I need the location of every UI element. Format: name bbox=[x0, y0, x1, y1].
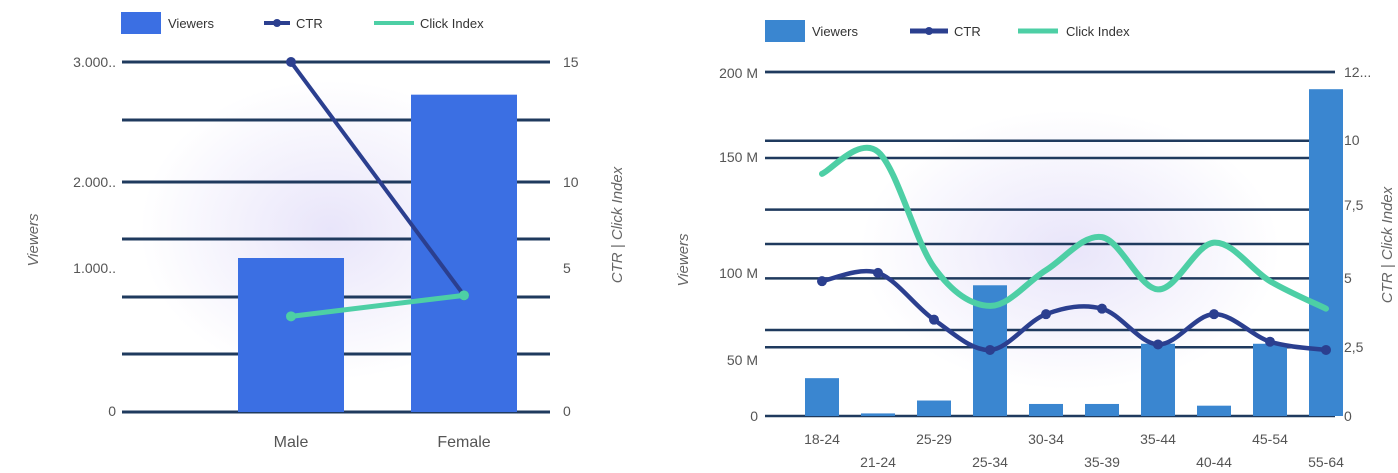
legend-swatch-viewers bbox=[765, 20, 805, 42]
legend-label-viewers: Viewers bbox=[812, 24, 859, 39]
x-tick-label: 40-44 bbox=[1196, 454, 1232, 470]
y2-tick-label: 0 bbox=[563, 403, 571, 419]
bar-viewers bbox=[1141, 343, 1175, 416]
legend-swatch-viewers bbox=[121, 12, 161, 34]
y-tick-label: 0 bbox=[108, 403, 116, 419]
y2-tick-label: 10 bbox=[563, 174, 579, 190]
legend-label-viewers: Viewers bbox=[168, 16, 215, 31]
bar-viewers bbox=[1029, 403, 1063, 416]
legend-label-ctr: CTR bbox=[296, 16, 323, 31]
y-axis-title: Viewers bbox=[25, 213, 42, 267]
y2-tick-label: 5 bbox=[563, 260, 571, 276]
bar-viewers bbox=[861, 413, 895, 416]
bar-viewers bbox=[411, 94, 517, 413]
point-ctr bbox=[1097, 303, 1107, 314]
line-ctr bbox=[819, 269, 1329, 353]
y2-tick-label: 2,5 bbox=[1344, 339, 1364, 355]
y-tick-label: 2.000.. bbox=[73, 174, 116, 190]
point-ctr bbox=[286, 57, 296, 67]
y2-tick-label: 7,5 bbox=[1344, 197, 1364, 213]
point-ctr bbox=[929, 314, 939, 325]
line-click-index bbox=[819, 144, 1329, 312]
legend-swatch-ctr-dot bbox=[273, 19, 281, 27]
y-tick-label: 3.000.. bbox=[73, 54, 116, 70]
y-tick-label: 100 M bbox=[719, 265, 758, 281]
legend-label-click-index: Click Index bbox=[1066, 24, 1130, 39]
bar-viewers bbox=[238, 258, 344, 412]
bar-viewers bbox=[917, 400, 951, 416]
x-tick-label: 25-29 bbox=[916, 431, 952, 447]
x-tick-label: 30-34 bbox=[1028, 431, 1064, 447]
point-ctr bbox=[985, 344, 995, 355]
legend-swatch-ctr-dot bbox=[925, 27, 933, 35]
point-ctr bbox=[817, 276, 827, 287]
bar-viewers bbox=[805, 378, 839, 416]
point-ctr bbox=[1153, 339, 1163, 350]
x-tick-label: Female bbox=[437, 434, 490, 451]
x-tick-label: 21-24 bbox=[860, 454, 896, 470]
y-tick-label: 150 M bbox=[719, 149, 758, 165]
x-tick-label: 25-34 bbox=[972, 454, 1008, 470]
y-tick-label: 1.000.. bbox=[73, 260, 116, 276]
chart-gender: Viewers CTR Click Index 0 1.000.. 2.000.… bbox=[25, 12, 626, 451]
bar-viewers bbox=[1197, 405, 1231, 416]
y2-tick-label: 5 bbox=[1344, 270, 1352, 286]
y2-tick-label: 15 bbox=[563, 54, 579, 70]
line-ctr bbox=[289, 60, 466, 297]
y-tick-label: 200 M bbox=[719, 65, 758, 81]
x-tick-label: 35-39 bbox=[1084, 454, 1120, 470]
point-click-index bbox=[459, 290, 469, 301]
point-ctr bbox=[1041, 309, 1051, 320]
y2-axis-title: CTR | Click Index bbox=[609, 166, 626, 283]
line-click-index bbox=[290, 292, 465, 319]
point-ctr bbox=[1209, 309, 1219, 320]
bar-viewers bbox=[1085, 403, 1119, 416]
y2-tick-label: 10 bbox=[1344, 132, 1360, 148]
point-click-index bbox=[286, 311, 296, 322]
bar-viewers bbox=[1253, 343, 1287, 416]
point-ctr bbox=[873, 267, 883, 278]
point-ctr bbox=[1265, 336, 1275, 347]
y2-tick-label: 12... bbox=[1344, 64, 1371, 80]
x-tick-label: 35-44 bbox=[1140, 431, 1176, 447]
bar-viewers bbox=[1309, 89, 1343, 416]
y2-axis-title: CTR | Click Index bbox=[1379, 186, 1396, 303]
point-ctr bbox=[1321, 344, 1331, 355]
x-tick-label: 55-64 bbox=[1308, 454, 1344, 470]
x-tick-label: Male bbox=[274, 434, 309, 451]
legend-label-click-index: Click Index bbox=[420, 16, 484, 31]
x-tick-label: 45-54 bbox=[1252, 431, 1288, 447]
x-tick-label: 18-24 bbox=[804, 431, 840, 447]
y2-tick-label: 0 bbox=[1344, 408, 1352, 424]
y-tick-label: 0 bbox=[750, 408, 758, 424]
y-tick-label: 50 M bbox=[727, 352, 758, 368]
legend-label-ctr: CTR bbox=[954, 24, 981, 39]
y-axis-title: Viewers bbox=[675, 233, 692, 287]
